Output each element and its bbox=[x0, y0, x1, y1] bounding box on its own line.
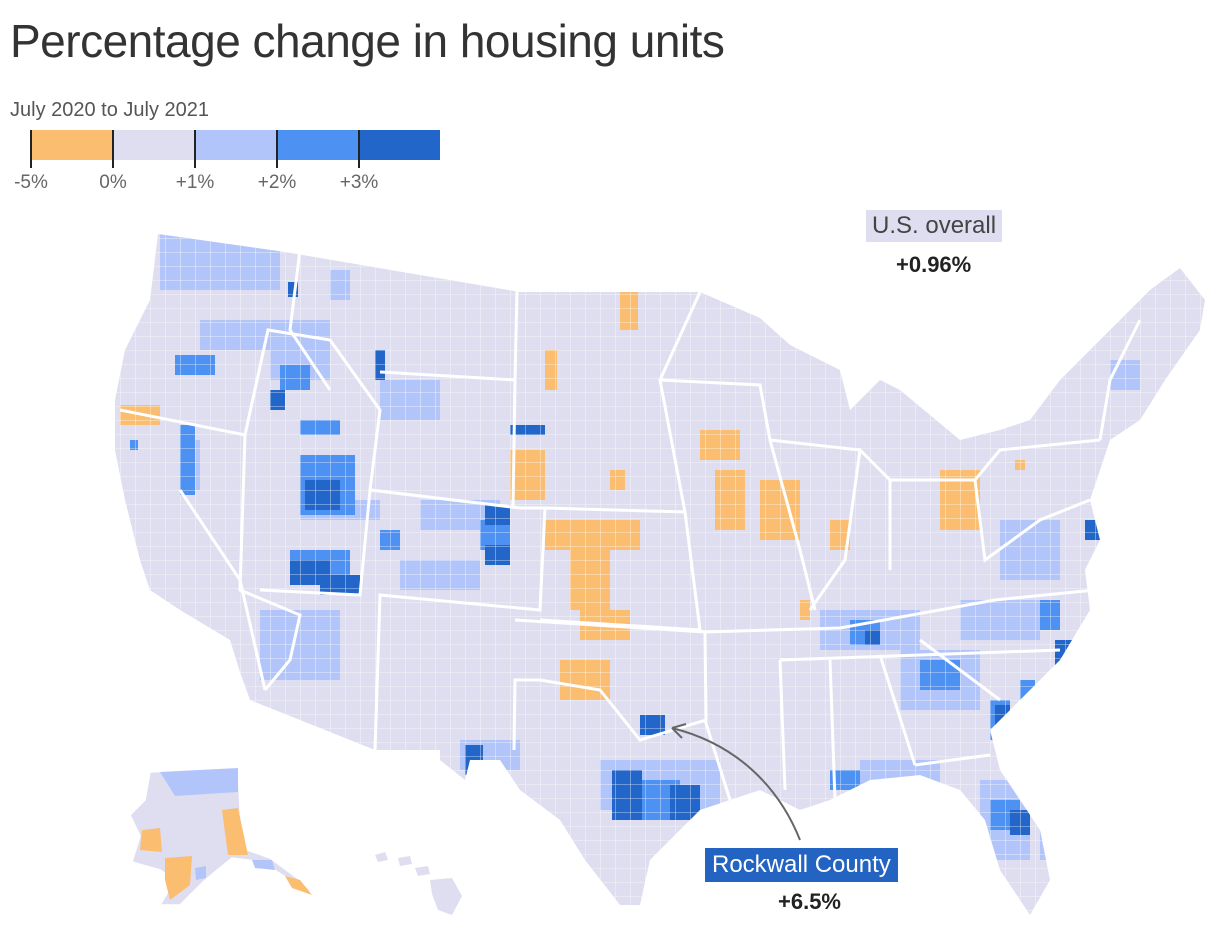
legend-label: +3% bbox=[339, 172, 379, 193]
legend-subtitle: July 2020 to July 2021 bbox=[10, 99, 210, 121]
page-title: Percentage change in housing units bbox=[10, 15, 725, 67]
legend-tick bbox=[30, 130, 32, 168]
legend-bin-decline bbox=[30, 130, 112, 160]
color-legend bbox=[30, 130, 440, 168]
us-overall-value: +0.96% bbox=[896, 252, 972, 277]
legend-label: +2% bbox=[257, 172, 297, 193]
legend-bin-3-plus bbox=[358, 130, 440, 160]
hawaii bbox=[375, 852, 462, 915]
county-borders bbox=[115, 234, 1205, 915]
legend-bin-0-1 bbox=[112, 130, 194, 160]
rockwall-county-value: +6.5% bbox=[778, 889, 841, 914]
legend-tick bbox=[194, 130, 196, 168]
legend-label: +1% bbox=[175, 172, 215, 193]
county-patch-decline bbox=[715, 805, 745, 820]
legend-bin-2-3 bbox=[276, 130, 358, 160]
legend-tick bbox=[276, 130, 278, 168]
legend-labels: -5% 0% +1% +2% +3% bbox=[0, 172, 450, 198]
legend-bin-1-2 bbox=[194, 130, 276, 160]
rockwall-arrow bbox=[671, 723, 801, 841]
county-patch-high bbox=[1090, 590, 1098, 605]
legend-tick bbox=[358, 130, 360, 168]
legend-tick bbox=[112, 130, 114, 168]
contiguous-us-counties bbox=[115, 234, 1205, 915]
legend-label: 0% bbox=[99, 172, 127, 193]
us-overall-label: U.S. overall bbox=[866, 210, 1003, 242]
legend-label: -5% bbox=[14, 172, 48, 193]
rockwall-county-label: Rockwall County bbox=[705, 848, 898, 882]
alaska bbox=[129, 767, 316, 906]
state-borders bbox=[119, 249, 1142, 801]
